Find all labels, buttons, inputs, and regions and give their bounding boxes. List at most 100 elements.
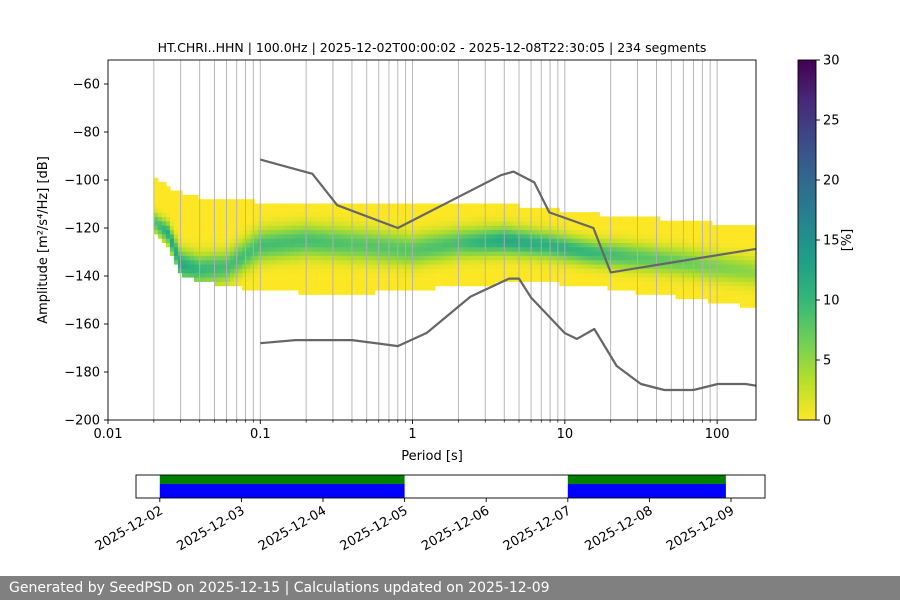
density-cell [458,251,464,256]
density-cell [466,264,472,269]
density-cell [202,268,207,274]
density-cell [310,272,316,278]
density-cell [238,199,243,205]
density-cell [274,276,279,282]
density-cell [499,216,504,222]
density-cell [438,207,444,213]
density-cell [599,268,605,274]
density-cell [193,251,199,256]
timeline-ticks: 2025-12-02 2025-12-03 2025-12-04 2025-12-05… [93,498,737,554]
density-cell [198,199,203,205]
density-cell [491,276,496,282]
density-cell [426,212,432,218]
density-cell [181,268,187,274]
density-cell [382,285,388,291]
density-cell [479,229,484,235]
density-cell [723,225,729,231]
density-cell [454,229,460,235]
density-cell [173,233,179,239]
density-cell [262,225,267,231]
density-cell [181,242,187,248]
density-cell [374,242,380,248]
density-cell [382,251,388,256]
density-cell [422,233,428,239]
density-cell [181,216,187,222]
density-cell [246,203,251,209]
density-cell [474,259,480,265]
density-cell [398,281,404,287]
density-cell [663,276,669,282]
density-cell [314,264,320,269]
density-cell [454,212,460,218]
density-cell [619,220,625,226]
density-cell [559,276,564,282]
density-cell [286,207,291,213]
density-cell [250,207,255,213]
density-cell [727,264,733,269]
density-cell [739,264,745,269]
density-cell [446,272,452,278]
density-cell [643,233,649,239]
density-cell [479,276,484,282]
density-cell [747,294,753,300]
density-cell [278,251,283,256]
density-cell [462,212,468,218]
density-cell [523,207,528,213]
density-cell [362,220,368,226]
density-cell [723,229,729,235]
density-cell [627,259,633,265]
density-cell [189,194,195,200]
density-cell [210,238,215,243]
density-cell [306,285,311,291]
density-cell [579,216,584,222]
density-cell [591,212,597,218]
density-cell [651,276,657,282]
density-cell [338,233,344,239]
density-cell [495,225,500,231]
density-cell [230,251,235,256]
density-cell [474,203,480,209]
density-cell [181,203,187,209]
density-cell [723,255,729,261]
density-cell [607,238,613,243]
density-cell [679,294,685,300]
density-cell [671,255,677,261]
density-cell [282,233,287,239]
density-cell [406,251,412,256]
density-cell [426,285,432,291]
density-cell [318,272,324,278]
density-cell [254,255,259,261]
density-cell [189,225,195,231]
density-cell [487,264,492,269]
density-cell [294,259,299,265]
density-cell [470,259,476,265]
density-cell [193,194,199,200]
density-cell [242,207,247,213]
density-cell [193,199,199,205]
density-cell [406,212,412,218]
density-cell [169,233,175,239]
density-cell [414,233,420,239]
density-cell [723,242,729,248]
density-cell [222,207,227,213]
density-cell [679,242,685,248]
density-cell [230,259,235,265]
density-cell [370,212,376,218]
density-cell [338,289,344,295]
density-cell [250,203,255,209]
density-cell [278,225,283,231]
density-cell [230,233,235,239]
density-cell [189,199,195,205]
density-cell [587,238,593,243]
density-cell [250,242,255,248]
density-cell [575,272,580,278]
density-cell [627,233,633,239]
density-cell [250,255,255,261]
density-cell [422,242,428,248]
density-cell [454,238,460,243]
density-cell [169,220,175,226]
density-cell [206,242,211,248]
density-cell [679,268,685,274]
density-cell [647,289,653,295]
density-cell [454,251,460,256]
